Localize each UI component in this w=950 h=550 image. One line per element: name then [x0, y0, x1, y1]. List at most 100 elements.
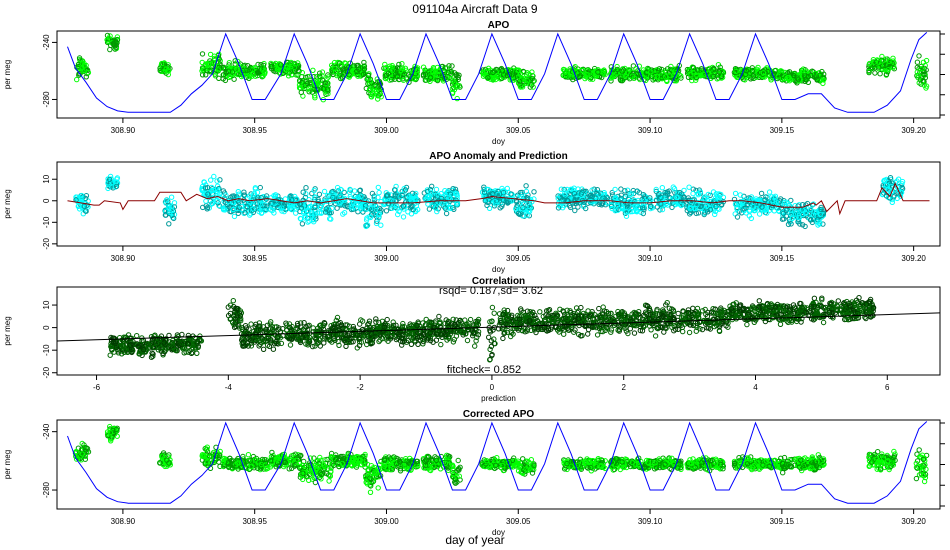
data-point — [618, 77, 624, 84]
data-point — [631, 75, 637, 81]
data-point — [211, 53, 218, 59]
data-point — [250, 198, 256, 204]
data-point — [378, 94, 384, 100]
data-point — [426, 206, 433, 212]
data-point — [486, 192, 492, 199]
data-point — [788, 211, 794, 218]
data-point — [104, 37, 110, 43]
data-point — [881, 190, 887, 196]
data-point — [688, 205, 694, 211]
data-point — [76, 61, 82, 68]
data-point — [389, 205, 395, 211]
data-point — [674, 194, 680, 201]
data-point — [814, 76, 820, 82]
data-point — [107, 176, 113, 183]
data-point — [199, 183, 206, 190]
data-point — [450, 78, 456, 84]
data-point — [341, 189, 347, 196]
data-point — [914, 59, 921, 65]
point-cluster-16 — [684, 184, 727, 218]
data-point — [264, 322, 271, 328]
data-point — [414, 335, 420, 342]
data-point — [636, 63, 642, 69]
data-point — [805, 74, 811, 80]
data-point — [222, 207, 228, 213]
data-point — [464, 337, 471, 344]
x-axis-label: doy — [492, 265, 505, 274]
data-point — [705, 191, 711, 198]
y-tick-label: -20 — [42, 238, 51, 250]
data-point — [315, 339, 322, 346]
data-point — [481, 192, 487, 198]
data-point — [376, 211, 383, 217]
data-point — [363, 223, 369, 230]
data-point — [820, 77, 827, 83]
data-point — [918, 63, 924, 70]
data-point — [450, 339, 457, 345]
data-point — [495, 191, 501, 198]
data-point — [484, 202, 490, 209]
data-point — [79, 192, 85, 199]
point-cluster-1 — [225, 298, 245, 331]
data-point — [324, 75, 330, 82]
data-point — [337, 60, 343, 66]
data-point — [920, 59, 927, 65]
point-cluster-21 — [914, 53, 930, 91]
data-point — [215, 67, 222, 73]
data-point — [442, 205, 448, 211]
data-point — [242, 210, 248, 216]
data-point — [298, 89, 304, 96]
data-point — [351, 188, 358, 194]
data-point — [301, 215, 308, 221]
data-point — [209, 200, 216, 207]
data-point — [230, 298, 237, 304]
data-point — [223, 192, 229, 198]
data-point — [409, 190, 416, 197]
y-tick-label: -280 — [42, 91, 51, 108]
data-point — [450, 316, 456, 322]
data-point — [216, 75, 222, 82]
data-point — [257, 326, 263, 332]
point-cluster-13 — [515, 67, 537, 90]
data-point — [342, 197, 348, 203]
point-cluster-9 — [381, 61, 421, 85]
data-point — [772, 193, 779, 200]
data-point — [366, 87, 373, 94]
data-point — [199, 59, 205, 66]
data-point — [236, 199, 242, 205]
data-point — [571, 185, 577, 191]
point-cluster-16 — [648, 62, 684, 85]
data-point — [368, 212, 375, 218]
data-point — [163, 197, 170, 203]
data-point — [114, 175, 121, 181]
data-point — [364, 338, 371, 344]
data-point — [495, 73, 502, 79]
data-point — [588, 198, 594, 205]
data-point — [873, 59, 880, 65]
data-point — [746, 68, 753, 75]
data-point — [338, 193, 344, 200]
data-point — [756, 211, 763, 217]
data-point — [310, 67, 316, 74]
data-point — [802, 210, 809, 217]
data-point — [820, 221, 826, 227]
data-point — [358, 204, 364, 210]
data-point — [284, 322, 290, 328]
point-cluster-12 — [478, 65, 521, 83]
data-point — [364, 222, 371, 228]
data-point — [320, 77, 326, 84]
x-axis-label: doy — [492, 137, 505, 146]
data-point — [383, 72, 390, 78]
data-point — [291, 64, 298, 71]
data-point — [249, 70, 256, 76]
data-point — [165, 198, 171, 205]
data-point — [348, 195, 354, 202]
data-point — [446, 194, 452, 201]
data-point — [227, 302, 234, 308]
data-point — [241, 189, 247, 195]
data-point — [601, 70, 607, 76]
data-point — [413, 203, 419, 209]
data-point — [731, 196, 738, 203]
data-point — [876, 59, 882, 65]
data-point — [450, 186, 456, 192]
